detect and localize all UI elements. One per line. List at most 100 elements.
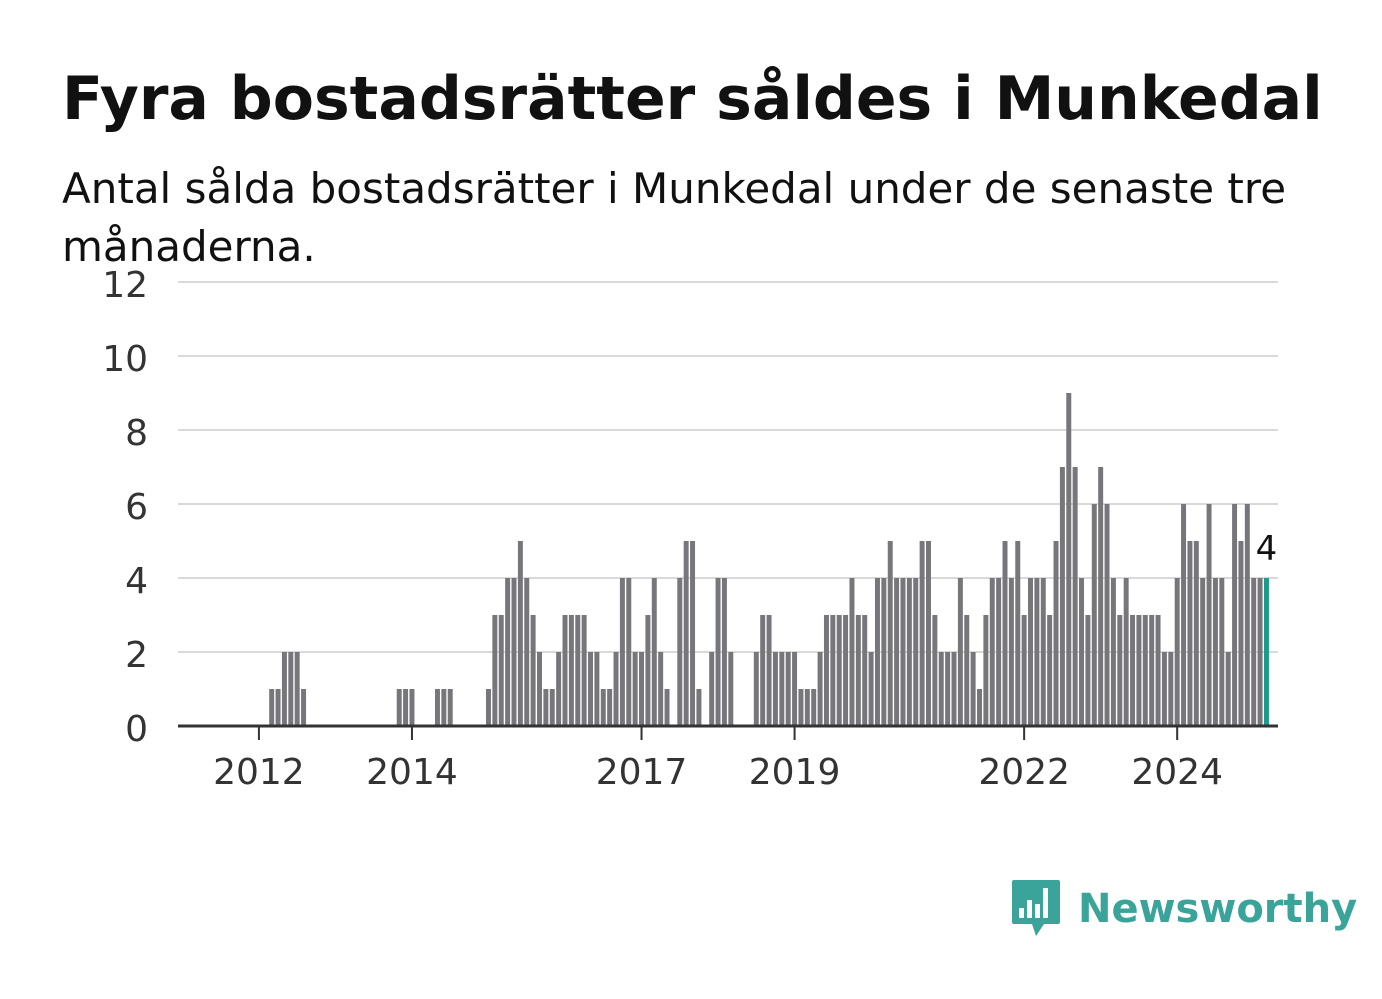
bar [977,689,982,726]
bar [1098,467,1104,726]
bar [1072,467,1078,726]
bar [619,578,625,726]
bar [1206,504,1212,726]
bar [894,578,900,726]
bar [964,615,970,726]
bar [887,541,893,726]
bar [1187,541,1193,726]
bar [677,578,683,726]
bar [709,652,715,726]
bar [1263,578,1269,726]
bar [728,652,734,726]
bar [1002,541,1008,726]
bar [766,615,772,726]
last-value-label: 4 [1256,529,1278,569]
bar [772,652,778,726]
bar [823,615,829,726]
bar [868,652,874,726]
bar [957,578,963,726]
bar [1149,615,1155,726]
bar [951,652,957,726]
x-tick-label: 2014 [366,752,458,793]
bar [1021,615,1027,726]
bar [651,578,657,726]
bar [753,652,759,726]
bar [919,541,925,726]
brand-name: Newsworthy [1078,886,1358,932]
bar [1091,504,1097,726]
y-tick-label: 10 [102,339,148,380]
bar [906,578,912,726]
bar [409,689,415,726]
bar [1104,504,1110,726]
bar [396,689,402,726]
x-tick-label: 2019 [749,752,841,793]
bar [970,652,976,726]
bar [900,578,906,726]
bar [1238,541,1244,726]
chart-title: Fyra bostadsrätter såldes i Munkedal [62,64,1323,134]
bar [498,615,504,726]
bar [849,578,855,726]
bar [1251,578,1257,726]
bar [1174,578,1180,726]
bar [855,615,861,726]
bar [836,615,842,726]
x-tick-label: 2022 [978,752,1070,793]
newsworthy-logo: Newsworthy [1010,878,1357,940]
y-tick-label: 2 [125,635,148,676]
bar [721,578,727,726]
bar [281,652,287,726]
bar [715,578,721,726]
bar [441,689,447,726]
bar [938,652,944,726]
bar [683,541,689,726]
x-tick-label: 2024 [1131,752,1223,793]
bar [403,689,409,726]
bar [658,652,664,726]
bar [1130,615,1136,726]
bar [581,615,587,726]
bar [594,652,600,726]
bar [434,689,440,726]
y-tick-label: 4 [125,561,148,602]
bar [556,652,562,726]
bar [830,615,836,726]
bar [913,578,919,726]
bar [690,541,696,726]
x-tick-label: 2012 [213,752,305,793]
bar [926,541,931,726]
bar [1123,578,1129,726]
bar [1193,541,1199,726]
bar [1053,541,1059,726]
bar [645,615,651,726]
bar [626,578,632,726]
bar [881,578,887,726]
bar [862,615,868,726]
bar [1040,578,1046,726]
bar [760,615,766,726]
bar [537,652,542,726]
bar [1066,393,1072,726]
bar [543,689,549,726]
bar [1059,467,1065,726]
bar [517,541,523,726]
bar [696,689,702,726]
bar [989,578,995,726]
x-tick-label: 2017 [596,752,688,793]
bar [996,578,1002,726]
bar [294,652,300,726]
y-tick-label: 12 [102,265,148,306]
bar [1079,578,1085,726]
bar [1008,578,1014,726]
bar [1181,504,1187,726]
bar [632,652,638,726]
chart-subtitle: Antal sålda bostadsrätter i Munkedal und… [62,164,1287,271]
bar-chart-speech-bubble-icon [1012,880,1060,936]
bar [524,578,530,726]
bar [1034,578,1040,726]
bar [1028,578,1034,726]
bar [288,652,294,726]
bar [1168,652,1174,726]
